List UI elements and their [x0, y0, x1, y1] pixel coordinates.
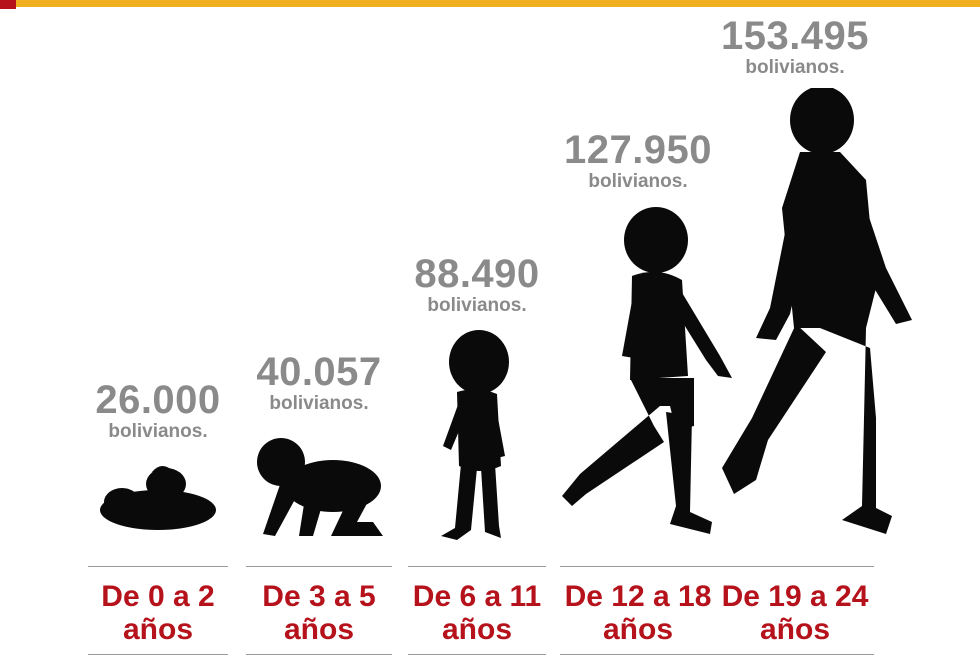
toddler-silhouette — [408, 326, 546, 544]
value-label: 26.000 — [95, 378, 221, 422]
unit-label: bolivianos. — [427, 295, 527, 316]
category-label: De 19 a 24 años — [721, 580, 869, 646]
value-label: 127.950 — [563, 128, 713, 172]
value-label: 88.490 — [414, 252, 540, 296]
crawling-child-silhouette — [246, 436, 392, 544]
top-accent-marker — [0, 0, 16, 9]
unit-label: bolivianos. — [269, 393, 369, 414]
divider-top — [408, 566, 546, 567]
unit-label: bolivianos. — [108, 421, 208, 442]
value-label: 40.057 — [256, 350, 382, 394]
divider-bottom — [246, 654, 392, 655]
walking-man-silhouette — [716, 88, 912, 538]
category-label: De 12 a 18 años — [564, 580, 712, 646]
age-group-column: 127.950 bolivianos. De 12 a 18 años — [560, 0, 732, 672]
divider-top — [88, 566, 228, 567]
age-group-column: 40.057 bolivianos. De 3 a 5 años — [246, 0, 392, 672]
age-group-column: 153.495 bolivianos. De 19 a 24 años — [716, 0, 912, 672]
walking-boy-silhouette — [560, 206, 732, 536]
age-group-column: 88.490 bolivianos. De 6 a 11 años — [408, 0, 546, 672]
unit-label: bolivianos. — [588, 171, 688, 192]
age-group-column: 26.000 bolivianos. De 0 a 2 años — [88, 0, 228, 672]
category-label: De 0 a 2 años — [101, 580, 215, 646]
divider-top — [716, 566, 874, 567]
divider-bottom — [408, 654, 546, 655]
baby-silhouette — [88, 462, 228, 532]
value-label: 153.495 — [720, 14, 870, 58]
category-label: De 6 a 11 años — [412, 580, 542, 646]
unit-label: bolivianos. — [745, 57, 845, 78]
top-accent-bar — [0, 0, 980, 7]
divider-bottom — [716, 654, 874, 655]
divider-top — [246, 566, 392, 567]
divider-top — [560, 566, 716, 567]
divider-bottom — [560, 654, 716, 655]
divider-bottom — [88, 654, 228, 655]
category-label: De 3 a 5 años — [262, 580, 376, 646]
